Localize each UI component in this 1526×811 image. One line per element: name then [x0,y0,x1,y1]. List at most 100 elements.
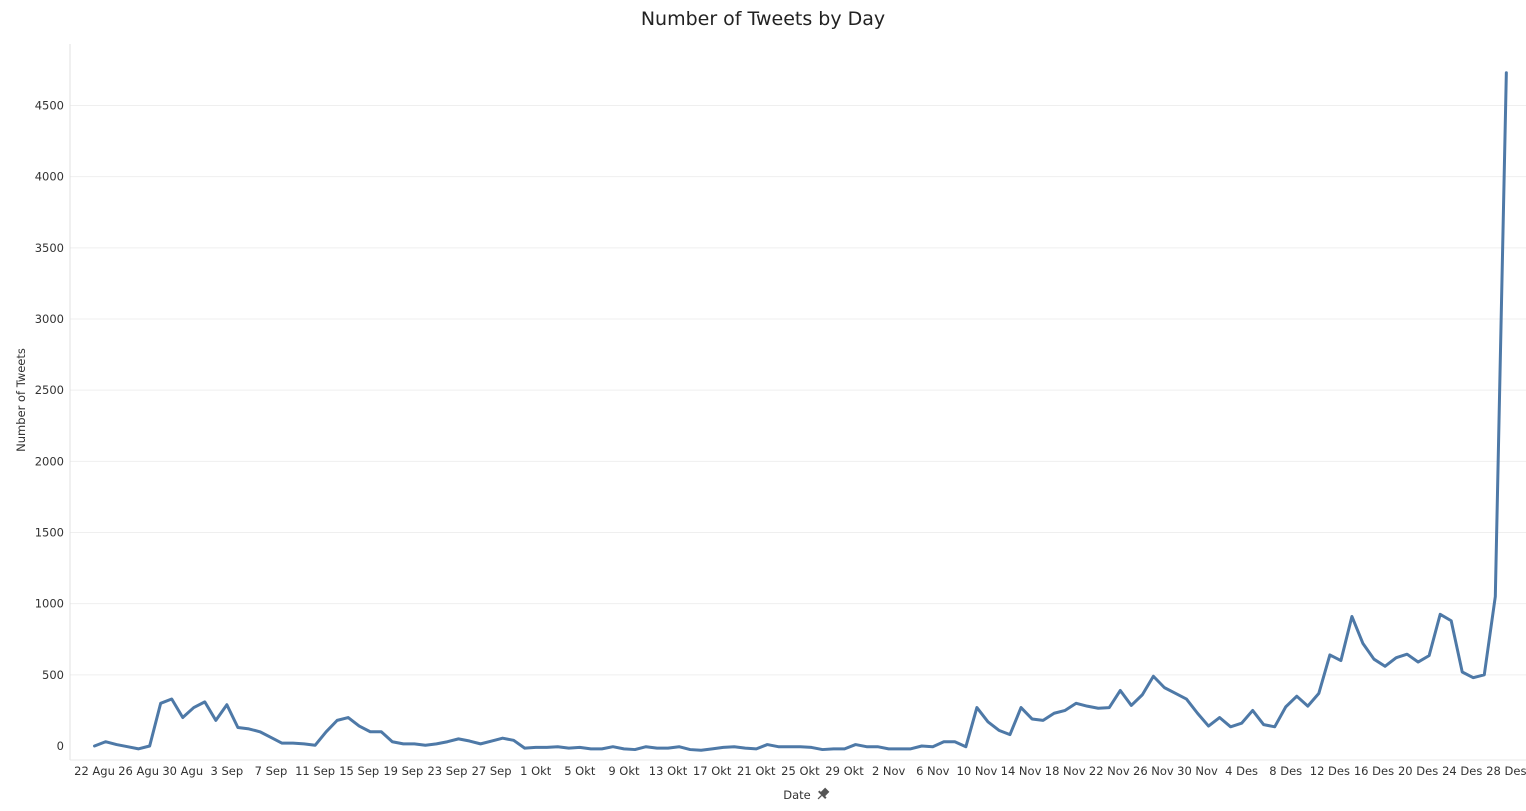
x-tick-label: 14 Nov [1001,764,1042,778]
data-point [357,724,361,728]
y-tick-label: 4500 [35,99,64,113]
data-point [501,736,505,740]
data-point [468,739,472,743]
data-point [313,743,317,747]
data-point [1372,657,1376,661]
data-point [269,735,273,739]
data-point [368,730,372,734]
data-point [302,742,306,746]
data-point [1427,654,1431,658]
x-tick-label: 8 Des [1269,764,1302,778]
y-tick-label: 1000 [35,597,64,611]
data-point [126,745,130,749]
x-tick-label: 15 Sep [339,764,379,778]
data-point [787,745,791,749]
x-tick-label: 2 Nov [872,764,906,778]
x-tick-label: 30 Agu [162,764,203,778]
data-point [820,748,824,752]
data-point [1085,704,1089,708]
data-point [1449,619,1453,623]
data-point [1118,688,1122,692]
data-point [765,743,769,747]
data-point [1207,724,1211,728]
pin-icon[interactable] [815,786,831,802]
data-point [1416,660,1420,664]
x-tick-label: 17 Okt [693,764,732,778]
data-point [1438,612,1442,616]
data-point [545,745,549,749]
data-point [865,745,869,749]
data-point [1162,686,1166,690]
x-tick-label: 21 Okt [737,764,776,778]
y-tick-label: 2500 [35,383,64,397]
data-point [1273,725,1277,729]
x-tick-label: 18 Nov [1045,764,1086,778]
data-point [1251,708,1255,712]
data-point [997,728,1001,732]
data-point [1306,704,1310,708]
data-point [611,745,615,749]
data-point [600,747,604,751]
x-tick-label: 1 Okt [520,764,552,778]
data-point [1295,694,1299,698]
data-point [1196,711,1200,715]
data-point [1240,721,1244,725]
data-point [1096,706,1100,710]
data-point [148,744,152,748]
data-point [931,745,935,749]
data-point [666,746,670,750]
x-axis-title: Date [783,788,811,802]
data-point [798,745,802,749]
data-point [401,742,405,746]
data-point [677,745,681,749]
data-point [1218,716,1222,720]
data-point [986,720,990,724]
data-points [93,71,1509,752]
data-point [490,739,494,743]
x-tick-label: 10 Nov [957,764,998,778]
data-point [1262,723,1266,727]
data-point [1350,614,1354,618]
data-point [280,741,284,745]
x-tick-label: 26 Agu [118,764,159,778]
data-point [876,745,880,749]
data-point [567,746,571,750]
data-point [1317,691,1321,695]
y-tick-label: 500 [42,668,64,682]
data-point [754,747,758,751]
data-point [1140,693,1144,697]
data-point [412,742,416,746]
series-line [93,71,1508,752]
data-point [1030,717,1034,721]
data-point [181,716,185,720]
data-point [1405,652,1409,656]
data-point [832,747,836,751]
data-point [953,740,957,744]
x-tick-label: 12 Des [1310,764,1350,778]
data-point [192,706,196,710]
data-point [346,716,350,720]
data-point [909,747,913,751]
data-point [920,744,924,748]
data-point [434,742,438,746]
data-point [225,703,229,707]
x-tick-label: 23 Sep [427,764,467,778]
data-point [887,747,891,751]
data-point [776,745,780,749]
gridlines [70,105,1526,676]
y-tick-label: 1500 [35,526,64,540]
data-point [1504,71,1508,75]
data-point [170,697,174,701]
data-point [236,726,240,730]
x-tick-label: 5 Okt [564,764,596,778]
data-point [1129,703,1133,707]
chart-title: Number of Tweets by Day [640,8,886,30]
data-point [1019,706,1023,710]
data-point [1394,656,1398,660]
x-tick-label: 11 Sep [295,764,335,778]
data-point [1151,674,1155,678]
x-tick-label: 25 Okt [781,764,820,778]
data-point [258,730,262,734]
data-point [898,747,902,751]
